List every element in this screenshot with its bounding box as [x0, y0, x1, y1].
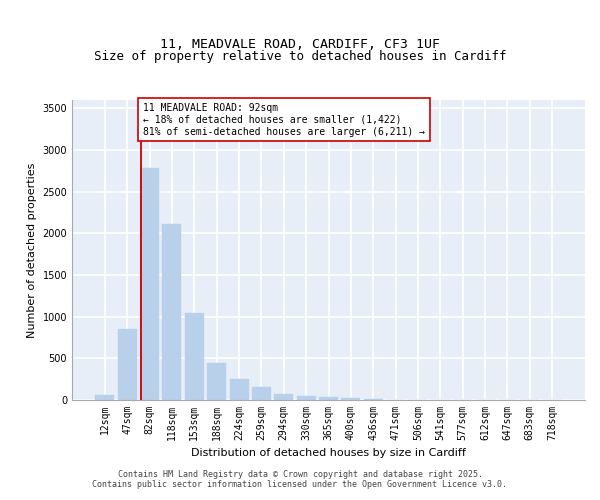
X-axis label: Distribution of detached houses by size in Cardiff: Distribution of detached houses by size …	[191, 448, 466, 458]
Bar	[207, 362, 226, 400]
Text: 11 MEADVALE ROAD: 92sqm
← 18% of detached houses are smaller (1,422)
81% of semi: 11 MEADVALE ROAD: 92sqm ← 18% of detache…	[143, 104, 425, 136]
Bar	[95, 396, 115, 400]
Text: Contains HM Land Registry data © Crown copyright and database right 2025.
Contai: Contains HM Land Registry data © Crown c…	[92, 470, 508, 489]
Bar	[296, 396, 316, 400]
Bar	[140, 168, 159, 400]
Bar	[163, 224, 181, 400]
Bar	[274, 394, 293, 400]
Y-axis label: Number of detached properties: Number of detached properties	[27, 162, 37, 338]
Bar	[185, 314, 204, 400]
Bar	[252, 386, 271, 400]
Bar	[118, 329, 137, 400]
Bar	[230, 379, 248, 400]
Bar	[364, 399, 383, 400]
Bar	[341, 398, 361, 400]
Text: Size of property relative to detached houses in Cardiff: Size of property relative to detached ho…	[94, 50, 506, 63]
Text: 11, MEADVALE ROAD, CARDIFF, CF3 1UF: 11, MEADVALE ROAD, CARDIFF, CF3 1UF	[160, 38, 440, 51]
Bar	[319, 397, 338, 400]
